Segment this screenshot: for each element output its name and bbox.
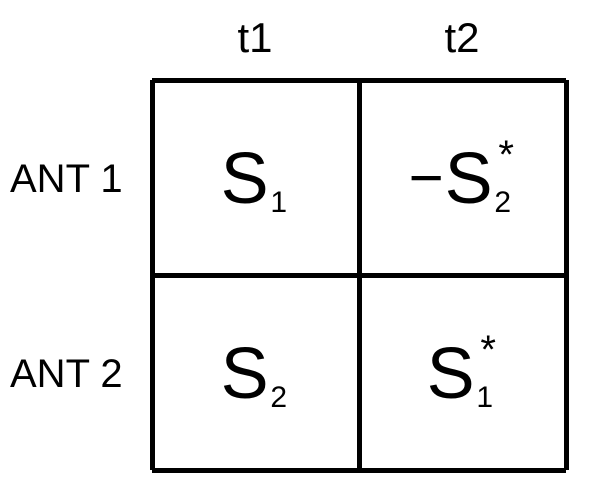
symbol-subscript: 2 [494,188,511,218]
col-header-t2: t2 [402,14,522,62]
alamouti-code-table: t1 t2 ANT 1 ANT 2 S 1 − S 2 * S 2 S 1 * [0,0,604,501]
cell-ant2-t1: S 2 [152,275,359,470]
symbol-superscript: * [498,135,514,175]
cell-ant1-t1: S 1 [152,80,359,275]
row-label-ant2: ANT 2 [10,352,123,397]
col-header-t1: t1 [195,14,315,62]
cell-ant1-t2: − S 2 * [359,80,566,275]
symbol-base: S [445,143,493,215]
symbol-subscript: 1 [476,383,493,413]
symbol-subscript: 1 [270,188,287,218]
symbol-base: S [427,338,475,410]
symbol-base: S [221,338,269,410]
cell-ant2-t2: S 1 * [359,275,566,470]
symbol-subscript: 2 [270,383,287,413]
symbol-base: S [221,143,269,215]
symbol-superscript: * [480,330,496,370]
row-label-ant1: ANT 1 [10,157,123,202]
minus-sign: − [409,148,444,208]
